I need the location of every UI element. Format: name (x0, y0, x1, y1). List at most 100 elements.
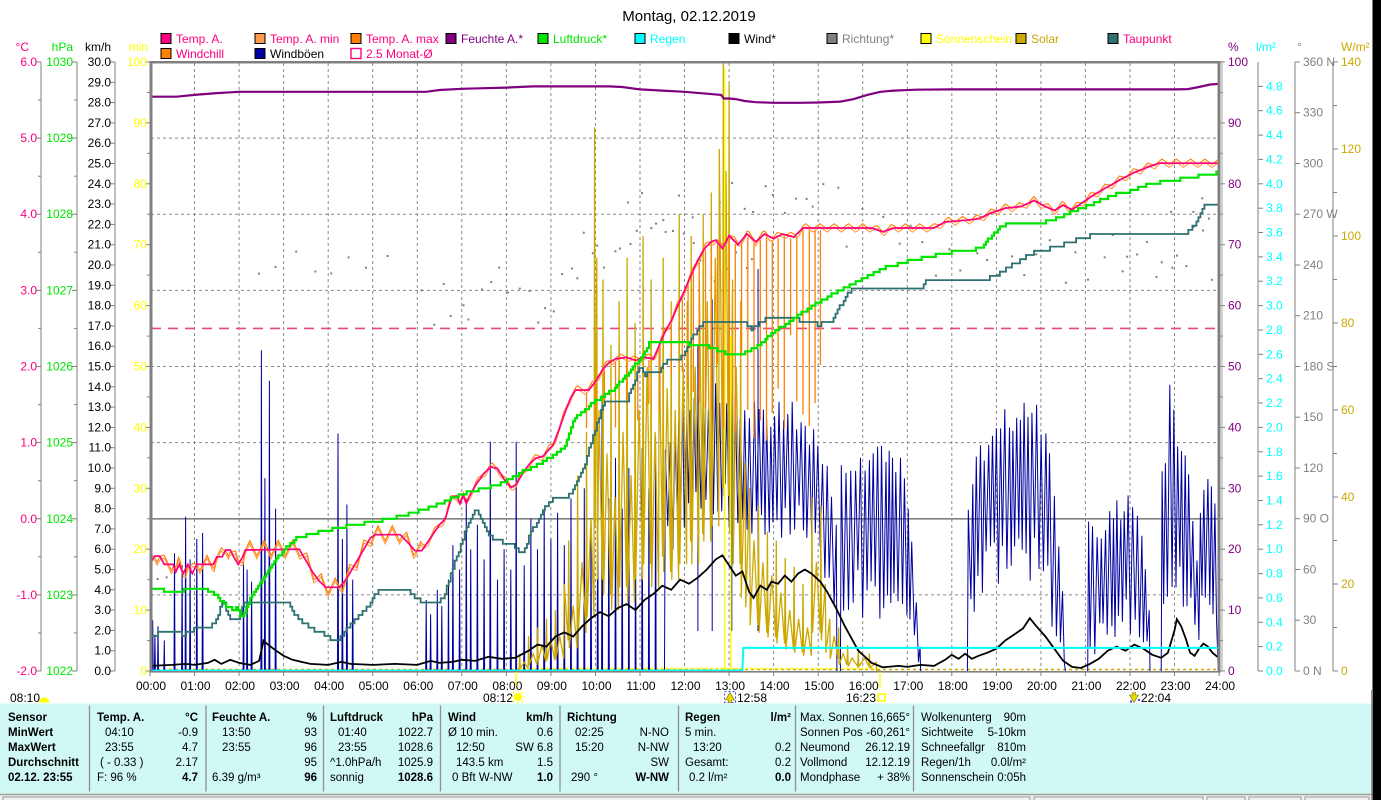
svg-text:6.0: 6.0 (20, 55, 37, 69)
svg-text:19:00: 19:00 (982, 679, 1012, 693)
svg-text:96: 96 (304, 772, 317, 784)
svg-text:11:00: 11:00 (626, 679, 655, 693)
svg-text:sonnig: sonnig (330, 772, 364, 784)
svg-text:93: 93 (304, 727, 317, 739)
svg-text:Ø 10 min.: Ø 10 min. (448, 727, 498, 739)
svg-text:0: 0 (1228, 664, 1235, 678)
svg-text:6.0: 6.0 (94, 542, 111, 556)
svg-text:24.0: 24.0 (88, 177, 112, 191)
svg-text:12:00: 12:00 (670, 679, 700, 693)
svg-text:11.0: 11.0 (89, 441, 112, 455)
svg-text:20.0: 20.0 (88, 258, 112, 272)
svg-text:4.0: 4.0 (1266, 177, 1283, 191)
svg-text:2.6: 2.6 (1266, 347, 1283, 361)
svg-text:4.6: 4.6 (1266, 104, 1283, 118)
svg-text:90 O: 90 O (1303, 512, 1329, 526)
svg-text:80: 80 (1228, 177, 1242, 191)
svg-text:3.0: 3.0 (20, 283, 37, 297)
svg-text:90: 90 (134, 116, 148, 130)
svg-text:25.0: 25.0 (88, 157, 112, 171)
svg-text:27.0: 27.0 (88, 116, 112, 130)
svg-text:0.0: 0.0 (775, 772, 791, 784)
svg-text:300: 300 (1303, 157, 1323, 171)
svg-text:5.0: 5.0 (20, 131, 37, 145)
svg-text:1022.7: 1022.7 (398, 727, 433, 739)
svg-text:90m: 90m (1004, 712, 1026, 724)
svg-text:290 °: 290 ° (571, 772, 598, 784)
svg-text:14.0: 14.0 (88, 380, 112, 394)
svg-text:0.8: 0.8 (1266, 567, 1283, 581)
svg-text:W-NW: W-NW (635, 772, 669, 784)
svg-text:23:55: 23:55 (105, 742, 134, 754)
svg-text:N-NW: N-NW (638, 742, 669, 754)
svg-text:Wind: Wind (448, 712, 476, 724)
svg-text:2.0: 2.0 (94, 623, 111, 637)
svg-text:Feuchte A.*: Feuchte A.* (461, 32, 523, 46)
svg-text:Sonnenschein: Sonnenschein (936, 32, 1012, 46)
svg-text:80: 80 (1341, 316, 1355, 330)
svg-text:0.2 l/m²: 0.2 l/m² (689, 772, 728, 784)
svg-text:0.6: 0.6 (1266, 591, 1283, 605)
svg-text:4.7: 4.7 (182, 772, 198, 784)
svg-text:km/h: km/h (85, 40, 111, 54)
svg-text:17.0: 17.0 (88, 319, 112, 333)
svg-text:60: 60 (1303, 563, 1317, 577)
svg-text:Solar: Solar (1031, 32, 1059, 46)
svg-text:140: 140 (1341, 55, 1361, 69)
svg-text:MinWert: MinWert (8, 727, 53, 739)
svg-text:20: 20 (134, 542, 148, 556)
svg-text:9.0: 9.0 (94, 481, 111, 495)
svg-text:2.0: 2.0 (20, 360, 37, 374)
svg-text:0.4: 0.4 (1266, 615, 1283, 629)
svg-text:12.12.19: 12.12.19 (865, 757, 910, 769)
svg-text:5 min.: 5 min. (685, 727, 716, 739)
svg-text:1.6: 1.6 (1266, 469, 1283, 483)
svg-text:km/h: km/h (526, 712, 553, 724)
svg-text:1028.6: 1028.6 (398, 742, 433, 754)
svg-text:Neumond: Neumond (800, 742, 850, 754)
svg-text:143.5 km: 143.5 km (456, 757, 503, 769)
svg-text:1028.6: 1028.6 (398, 772, 433, 784)
svg-text:Gesamt:: Gesamt: (685, 757, 728, 769)
svg-text:1028: 1028 (46, 207, 73, 221)
svg-text:90: 90 (1228, 116, 1242, 130)
svg-text:50: 50 (1228, 360, 1242, 374)
svg-text:1.4: 1.4 (1266, 494, 1283, 508)
svg-text:0.0l/m²: 0.0l/m² (991, 757, 1026, 769)
svg-text:4.7: 4.7 (182, 742, 198, 754)
svg-text:°C: °C (16, 40, 30, 54)
svg-text:96: 96 (304, 742, 317, 754)
svg-text:1025: 1025 (46, 436, 73, 450)
svg-text:MaxWert: MaxWert (8, 742, 56, 754)
svg-text:360 N: 360 N (1303, 55, 1335, 69)
svg-text:2.0: 2.0 (1266, 420, 1283, 434)
svg-text:50: 50 (134, 360, 148, 374)
svg-text:l/m²: l/m² (1256, 40, 1276, 54)
svg-text:hPa: hPa (412, 712, 434, 724)
svg-text:05:00: 05:00 (359, 679, 389, 693)
svg-text:Temp. A.: Temp. A. (97, 712, 144, 724)
svg-text:30: 30 (1228, 481, 1242, 495)
svg-text:1.0: 1.0 (20, 436, 37, 450)
svg-text:100: 100 (1228, 55, 1248, 69)
svg-text:-2.0: -2.0 (16, 664, 37, 678)
svg-text:Richtung: Richtung (567, 712, 617, 724)
svg-text:0:05h: 0:05h (997, 772, 1026, 784)
svg-text:min: min (129, 40, 148, 54)
svg-text:0.0: 0.0 (1266, 664, 1283, 678)
svg-text:07:00: 07:00 (448, 679, 478, 693)
svg-text:1.8: 1.8 (1266, 445, 1283, 459)
svg-text:120: 120 (1303, 461, 1323, 475)
svg-text:Sensor: Sensor (8, 712, 48, 724)
svg-text:1022: 1022 (46, 664, 73, 678)
svg-text:02:00: 02:00 (225, 679, 255, 693)
svg-text:150: 150 (1303, 410, 1323, 424)
svg-text:2.8: 2.8 (1266, 323, 1283, 337)
svg-text:95: 95 (304, 757, 317, 769)
svg-text:1026: 1026 (46, 360, 73, 374)
svg-text:Wind*: Wind* (744, 32, 776, 46)
svg-text:4.0: 4.0 (94, 583, 111, 597)
svg-text:26.0: 26.0 (88, 136, 112, 150)
svg-text:0: 0 (140, 664, 147, 678)
svg-text:08:12: 08:12 (483, 691, 513, 705)
